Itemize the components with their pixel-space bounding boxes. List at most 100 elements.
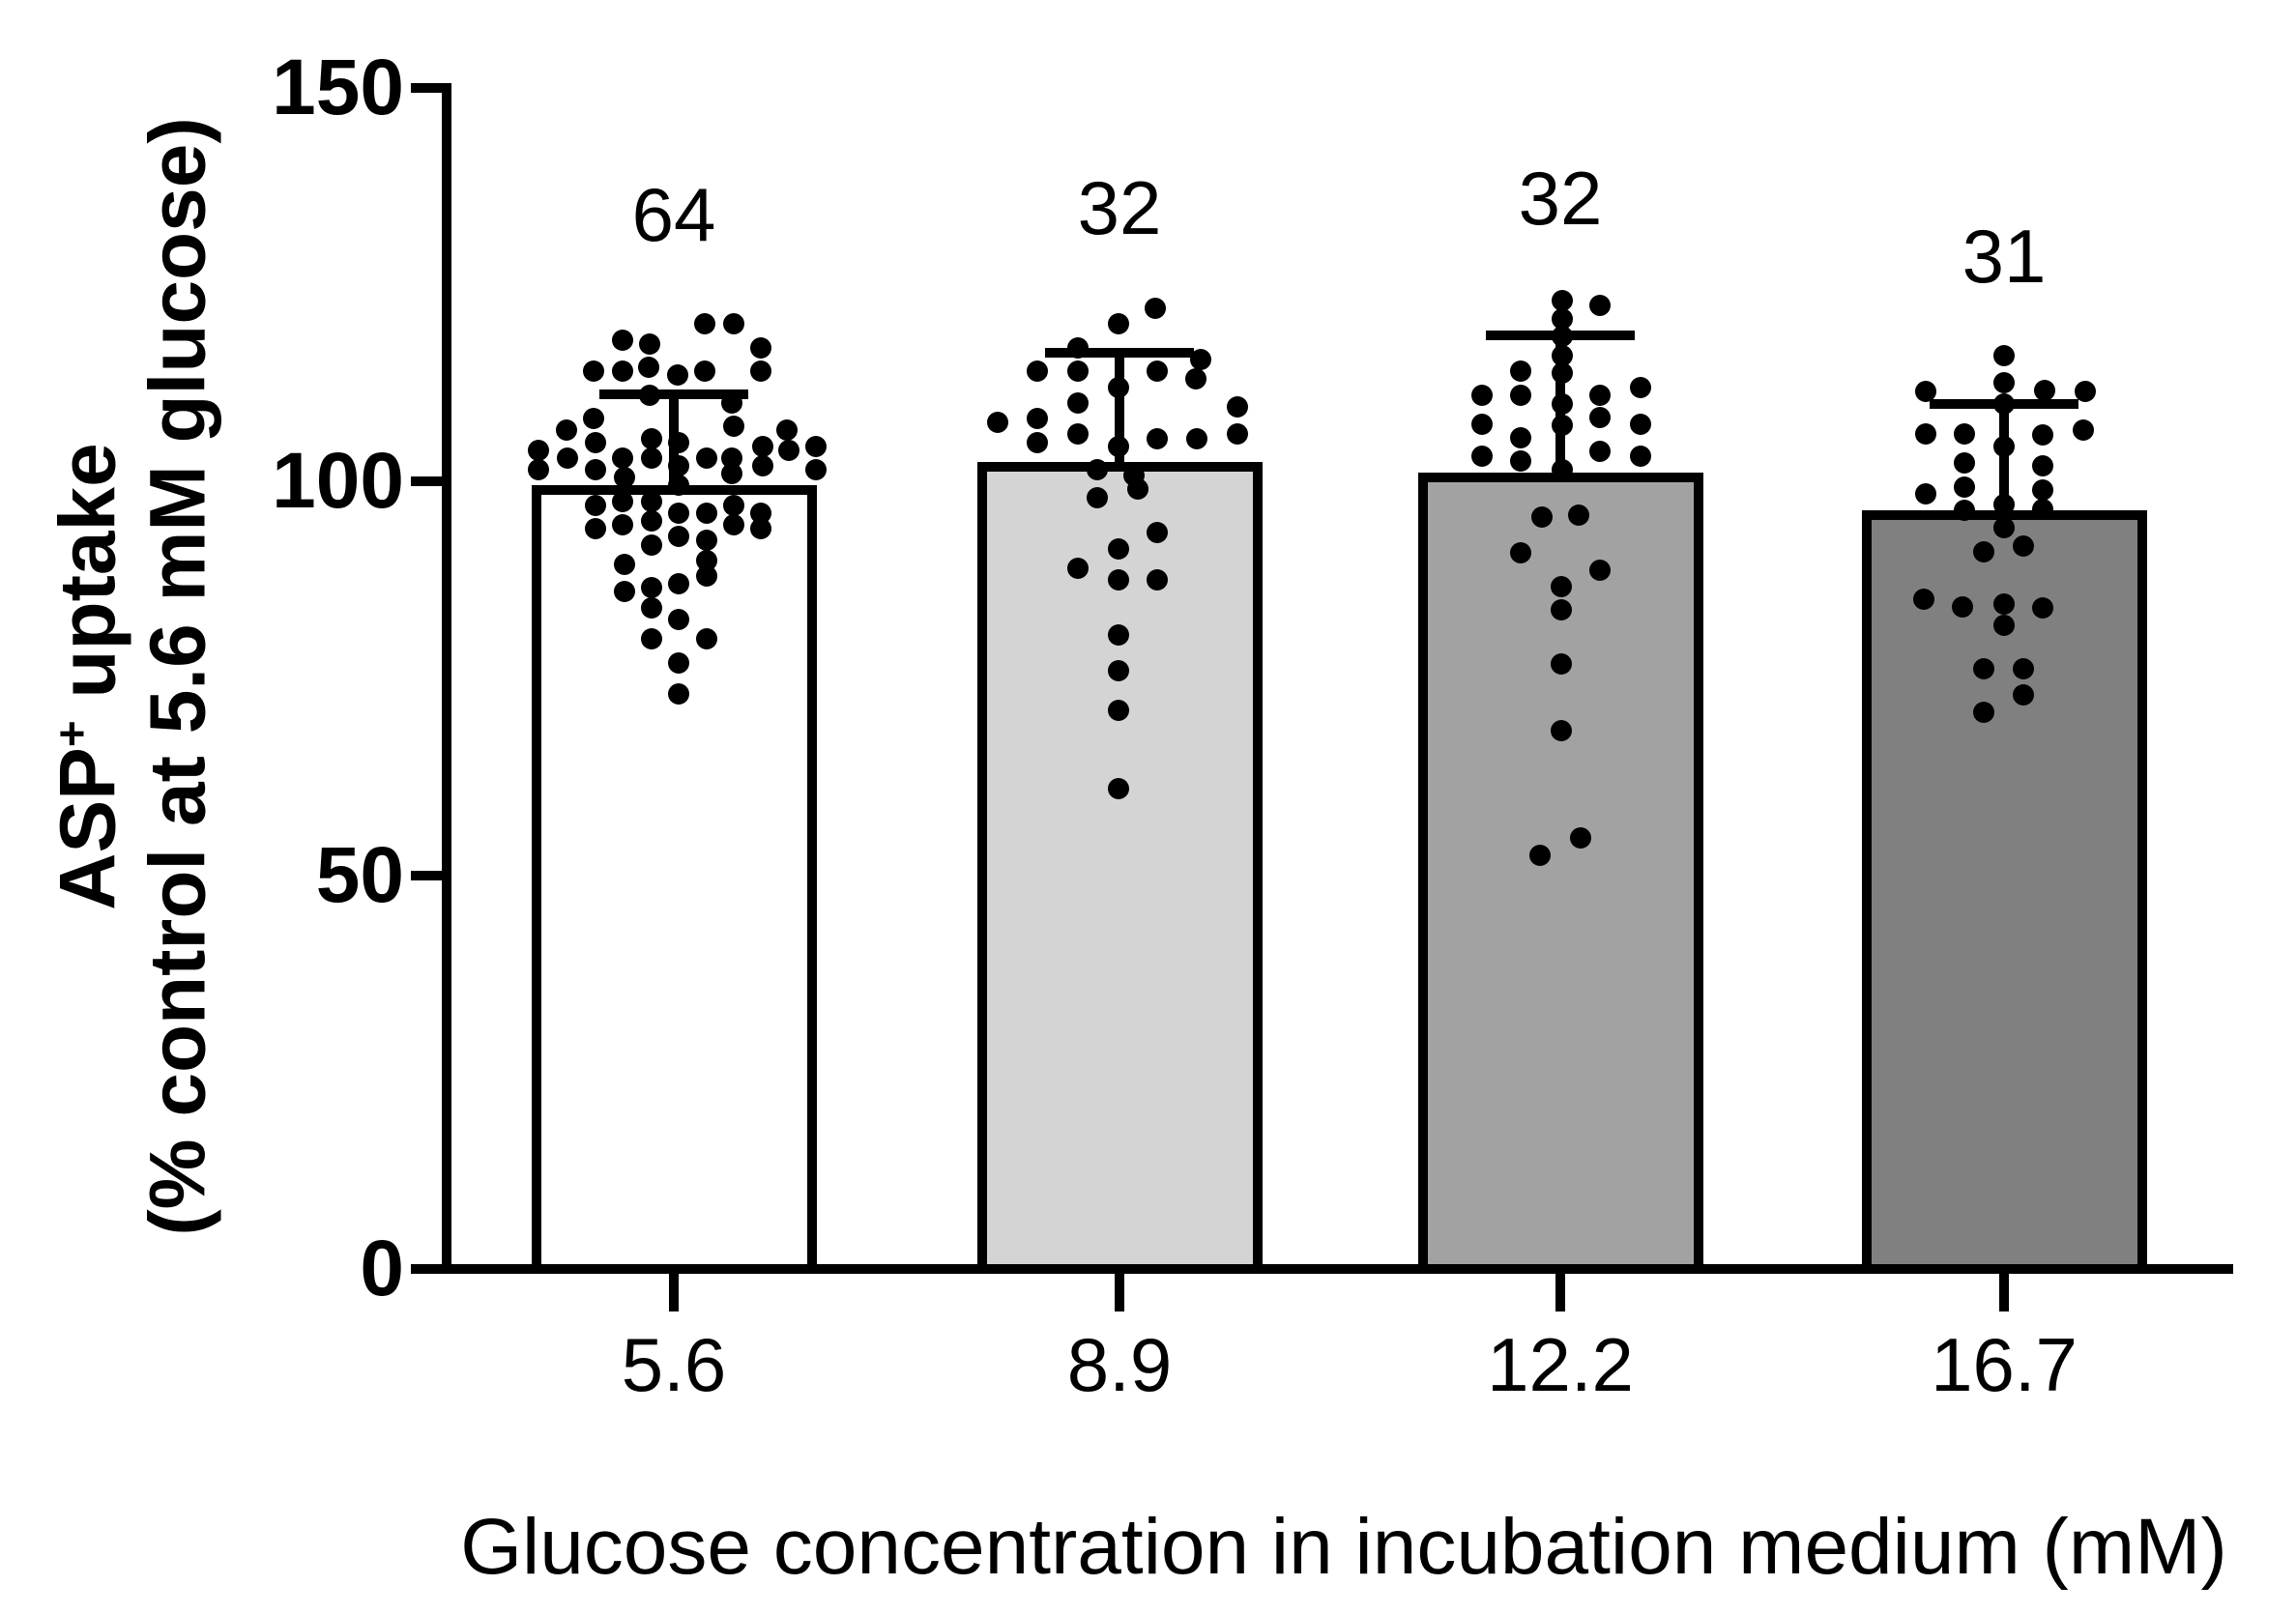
data-dot-5.6-41: [668, 502, 689, 524]
data-dot-16.7-9: [2032, 424, 2053, 447]
data-dot-12.2-25: [1510, 541, 1531, 563]
data-dot-16.7-19: [2032, 498, 2053, 520]
data-dot-16.7-25: [1993, 592, 2015, 615]
n-count-label-12.2: 32: [1518, 156, 1603, 241]
data-dot-12.2-17: [1510, 426, 1531, 448]
data-dot-5.6-27: [612, 447, 633, 469]
y-axis-line: [442, 83, 451, 1274]
data-dot-5.6-36: [805, 459, 827, 481]
data-dot-5.6-37: [668, 475, 689, 497]
data-dot-8.9-18: [1186, 427, 1207, 449]
data-dot-8.9-14: [1067, 423, 1089, 446]
data-dot-5.6-62: [696, 628, 717, 650]
data-dot-5.6-15: [556, 419, 577, 442]
data-dot-12.2-21: [1510, 450, 1531, 473]
data-dot-8.9-8: [1185, 368, 1206, 390]
data-dot-12.2-18: [1589, 441, 1611, 463]
error-bar-cap-5.6: [599, 389, 748, 399]
data-dot-8.9-20: [1087, 459, 1108, 481]
data-dot-5.6-24: [805, 435, 827, 457]
data-dot-12.2-6: [1552, 361, 1573, 384]
error-bar-line-8.9: [1115, 352, 1124, 462]
data-dot-5.6-10: [694, 360, 715, 383]
data-dot-5.6-50: [723, 514, 744, 536]
data-dot-12.2-2: [1552, 307, 1573, 330]
data-dot-5.6-57: [641, 577, 662, 599]
data-dot-8.9-16: [1108, 435, 1129, 457]
data-dot-5.6-47: [641, 510, 662, 533]
data-dot-16.7-21: [1973, 540, 1994, 562]
data-dot-12.2-13: [1589, 407, 1611, 429]
superscript-plus: +: [46, 720, 99, 748]
data-dot-8.9-22: [1087, 486, 1108, 508]
data-dot-16.7-22: [2013, 535, 2034, 558]
x-tick-5.6: [669, 1273, 679, 1311]
data-dot-12.2-27: [1551, 575, 1572, 597]
data-dot-5.6-61: [641, 628, 662, 650]
data-dot-8.9-24: [1147, 522, 1168, 544]
x-tick-12.2: [1555, 1273, 1565, 1311]
data-dot-16.7-12: [1954, 451, 1975, 474]
data-dot-8.9-13: [1227, 395, 1248, 418]
data-dot-16.7-24: [1952, 595, 1973, 618]
data-dot-5.6-40: [641, 490, 662, 512]
data-dot-5.6-45: [585, 518, 606, 540]
data-dot-5.6-52: [641, 533, 662, 556]
data-dot-5.6-42: [696, 502, 717, 524]
data-dot-8.9-9: [1108, 376, 1129, 398]
data-dot-16.7-26: [2032, 597, 2053, 620]
data-dot-12.2-15: [1471, 413, 1493, 435]
data-dot-12.2-4: [1552, 326, 1573, 348]
data-dot-5.6-43: [723, 494, 744, 516]
error-bar-line-16.7: [1999, 404, 2009, 510]
data-dot-5.6-49: [696, 530, 717, 552]
data-dot-12.2-23: [1531, 505, 1553, 528]
data-dot-8.9-30: [1108, 659, 1129, 681]
data-dot-5.6-26: [557, 447, 578, 469]
data-dot-5.6-11: [750, 360, 771, 383]
data-dot-12.2-20: [1630, 446, 1651, 468]
data-dot-5.6-21: [668, 431, 689, 453]
data-dot-5.6-9: [667, 364, 688, 387]
n-count-label-5.6: 64: [631, 172, 716, 257]
data-dot-8.9-15: [1027, 431, 1048, 453]
data-dot-16.7-16: [1915, 482, 1936, 504]
bar-5.6: [531, 484, 817, 1274]
data-dot-16.7-14: [1954, 476, 1975, 499]
data-dot-5.6-31: [668, 455, 689, 477]
error-bar-cap-8.9: [1045, 347, 1194, 358]
data-dot-8.9-25: [1108, 537, 1129, 560]
data-dot-5.6-32: [696, 447, 717, 469]
y-tick-label-150: 150: [272, 43, 404, 131]
y-tick-label-0: 0: [360, 1225, 404, 1312]
data-dot-16.7-27: [1993, 615, 2015, 637]
data-dot-5.6-59: [641, 596, 662, 619]
bar-8.9: [976, 461, 1263, 1274]
data-dot-5.6-13: [721, 391, 742, 414]
data-dot-8.9-6: [1147, 360, 1168, 383]
data-dot-5.6-38: [585, 494, 606, 516]
data-dot-16.7-28: [1973, 658, 1994, 680]
data-dot-12.2-3: [1589, 294, 1611, 316]
data-dot-8.9-2: [1108, 313, 1129, 335]
data-dot-5.6-16: [723, 416, 744, 438]
data-dot-5.6-8: [638, 357, 659, 379]
data-dot-12.2-11: [1630, 376, 1651, 398]
data-dot-16.7-31: [1973, 702, 1994, 724]
data-dot-8.9-4: [1027, 360, 1048, 383]
data-dot-16.7-15: [2032, 479, 2053, 502]
data-dot-5.6-18: [528, 439, 549, 461]
data-dot-8.9-7: [1190, 349, 1211, 371]
data-dot-5.6-55: [696, 565, 717, 588]
data-dot-8.9-12: [1027, 408, 1048, 430]
data-dot-12.2-5: [1552, 344, 1573, 366]
n-count-label-8.9: 32: [1077, 165, 1162, 250]
data-dot-16.7-17: [1954, 500, 1975, 522]
data-dot-5.6-2: [639, 332, 660, 355]
x-tick-label-16.7: 16.7: [1931, 1322, 2078, 1407]
data-dot-5.6-3: [694, 313, 715, 335]
data-dot-5.6-12: [639, 384, 660, 406]
x-tick-label-8.9: 8.9: [1066, 1322, 1173, 1407]
